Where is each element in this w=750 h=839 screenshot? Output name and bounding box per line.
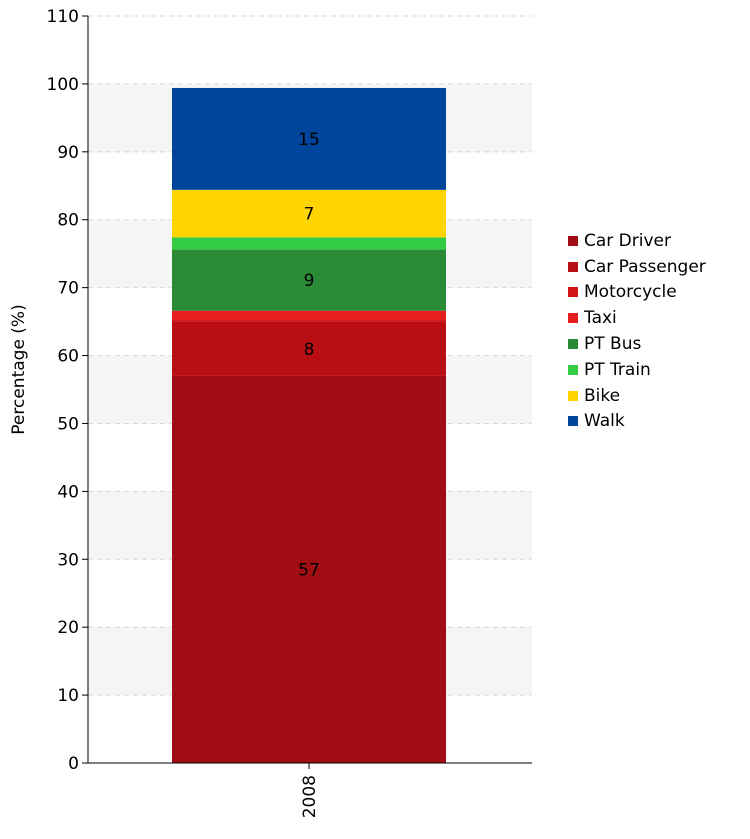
legend-swatch	[568, 235, 578, 246]
legend-item: PT Train	[568, 357, 706, 383]
legend-label: PT Bus	[584, 334, 642, 355]
y-tick-label: 20	[57, 618, 79, 638]
legend-label: PT Train	[584, 359, 651, 380]
bar-segment	[172, 249, 446, 311]
legend-swatch	[568, 313, 578, 324]
y-tick-label: 40	[57, 482, 79, 502]
data-label: 7	[304, 205, 315, 225]
legend-item: Walk	[568, 409, 706, 435]
legend-swatch	[568, 261, 578, 272]
legend-item: Car Passenger	[568, 254, 706, 280]
legend-swatch	[568, 390, 578, 401]
bar-segment	[172, 87, 446, 190]
data-label: 8	[304, 340, 315, 360]
x-tick-label: 2008	[300, 775, 320, 818]
legend-label: Taxi	[584, 308, 617, 329]
y-tick-label: 50	[57, 414, 79, 434]
y-axis-title: Percentage (%)	[9, 304, 29, 434]
legend-label: Motorcycle	[584, 282, 677, 303]
legend-swatch	[568, 287, 578, 298]
bar-segment	[172, 237, 446, 250]
y-tick-label: 60	[57, 347, 79, 367]
y-tick-label: 80	[57, 211, 79, 231]
legend-item: Taxi	[568, 305, 706, 331]
legend-label: Car Passenger	[584, 256, 706, 277]
legend-swatch	[568, 416, 578, 427]
bar-segment	[172, 189, 446, 238]
legend-label: Walk	[584, 411, 625, 432]
bar-segment	[172, 310, 446, 320]
data-label: 57	[298, 560, 320, 580]
y-tick-label: 110	[47, 7, 79, 27]
legend-swatch	[568, 364, 578, 375]
legend-item: Bike	[568, 383, 706, 409]
legend-item: Car Driver	[568, 228, 706, 254]
y-tick-label: 90	[57, 143, 79, 163]
legend-label: Car Driver	[584, 230, 671, 251]
y-tick-label: 30	[57, 550, 79, 570]
y-tick-label: 70	[57, 279, 79, 299]
legend: Car Driver Car Passenger Motorcycle Taxi PT …	[568, 228, 706, 434]
data-label: 9	[304, 271, 315, 291]
y-tick-label: 100	[47, 75, 79, 95]
legend-item: PT Bus	[568, 331, 706, 357]
legend-label: Bike	[584, 385, 621, 406]
data-label: 15	[298, 130, 320, 150]
legend-swatch	[568, 339, 578, 350]
bar-segment	[172, 375, 446, 763]
y-tick-label: 0	[68, 754, 79, 774]
y-tick-label: 10	[57, 686, 79, 706]
legend-item: Motorcycle	[568, 280, 706, 306]
bar-segment	[172, 319, 446, 322]
bar-segment	[172, 321, 446, 376]
